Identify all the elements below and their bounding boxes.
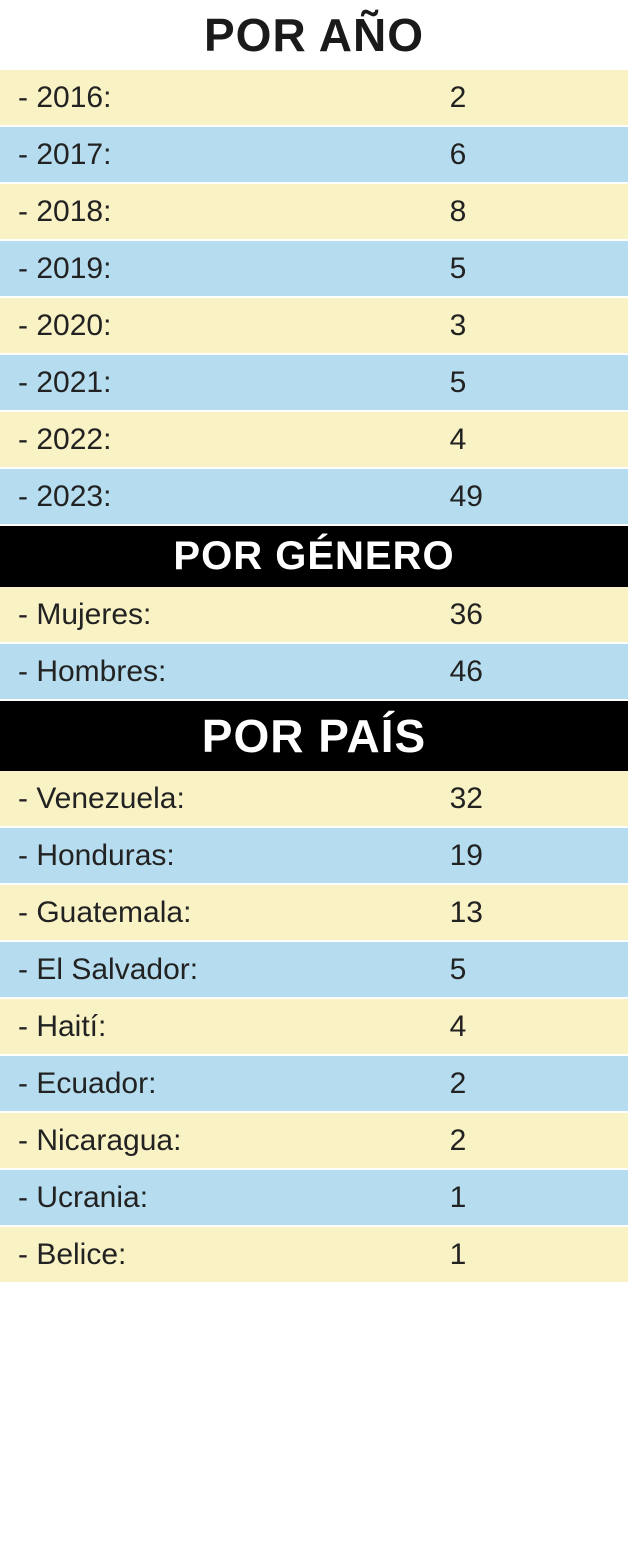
- table-row: - 2019:5: [0, 241, 628, 298]
- row-value: 2: [440, 1124, 628, 1158]
- row-label: - Nicaragua:: [0, 1124, 440, 1158]
- table-row: - 2018:8: [0, 184, 628, 241]
- row-label: - Honduras:: [0, 839, 440, 873]
- row-label: - Venezuela:: [0, 782, 440, 816]
- row-label: - 2016:: [0, 81, 440, 115]
- table-row: - Nicaragua:2: [0, 1113, 628, 1170]
- row-value: 49: [440, 480, 628, 514]
- section-title: POR AÑO: [0, 0, 628, 70]
- row-value: 5: [440, 366, 628, 400]
- table-row: - Guatemala:13: [0, 885, 628, 942]
- row-label: - 2017:: [0, 138, 440, 172]
- table-row: - Ecuador:2: [0, 1056, 628, 1113]
- table-row: - Venezuela:32: [0, 771, 628, 828]
- row-value: 4: [440, 423, 628, 457]
- table-row: - El Salvador:5: [0, 942, 628, 999]
- row-value: 6: [440, 138, 628, 172]
- row-label: - Ucrania:: [0, 1181, 440, 1215]
- table-row: - Ucrania:1: [0, 1170, 628, 1227]
- row-label: - 2023:: [0, 480, 440, 514]
- row-value: 4: [440, 1010, 628, 1044]
- row-value: 36: [440, 598, 628, 632]
- table-row: - 2021:5: [0, 355, 628, 412]
- row-value: 2: [440, 1067, 628, 1101]
- table-row: - Mujeres:36: [0, 587, 628, 644]
- row-value: 1: [440, 1238, 628, 1272]
- row-label: - 2020:: [0, 309, 440, 343]
- row-value: 46: [440, 655, 628, 689]
- row-label: - Haití:: [0, 1010, 440, 1044]
- row-label: - 2019:: [0, 252, 440, 286]
- table-row: - 2022:4: [0, 412, 628, 469]
- row-label: - Mujeres:: [0, 598, 440, 632]
- row-label: - 2021:: [0, 366, 440, 400]
- row-label: - 2018:: [0, 195, 440, 229]
- row-value: 13: [440, 896, 628, 930]
- row-label: - 2022:: [0, 423, 440, 457]
- row-value: 1: [440, 1181, 628, 1215]
- row-label: - El Salvador:: [0, 953, 440, 987]
- table-row: - Haití:4: [0, 999, 628, 1056]
- row-label: - Ecuador:: [0, 1067, 440, 1101]
- table-row: - 2017:6: [0, 127, 628, 184]
- row-value: 5: [440, 953, 628, 987]
- row-label: - Hombres:: [0, 655, 440, 689]
- table-row: - Belice:1: [0, 1227, 628, 1284]
- section-title: POR PAÍS: [0, 701, 628, 771]
- table-row: - 2016:2: [0, 70, 628, 127]
- row-value: 19: [440, 839, 628, 873]
- table-row: - 2020:3: [0, 298, 628, 355]
- table-row: - Hombres:46: [0, 644, 628, 701]
- row-value: 8: [440, 195, 628, 229]
- row-value: 32: [440, 782, 628, 816]
- infographic-table: POR AÑO- 2016:2- 2017:6- 2018:8- 2019:5-…: [0, 0, 628, 1284]
- table-row: - Honduras:19: [0, 828, 628, 885]
- table-row: - 2023:49: [0, 469, 628, 526]
- row-value: 3: [440, 309, 628, 343]
- row-label: - Belice:: [0, 1238, 440, 1272]
- section-title: POR GÉNERO: [0, 526, 628, 587]
- row-value: 5: [440, 252, 628, 286]
- row-label: - Guatemala:: [0, 896, 440, 930]
- row-value: 2: [440, 81, 628, 115]
